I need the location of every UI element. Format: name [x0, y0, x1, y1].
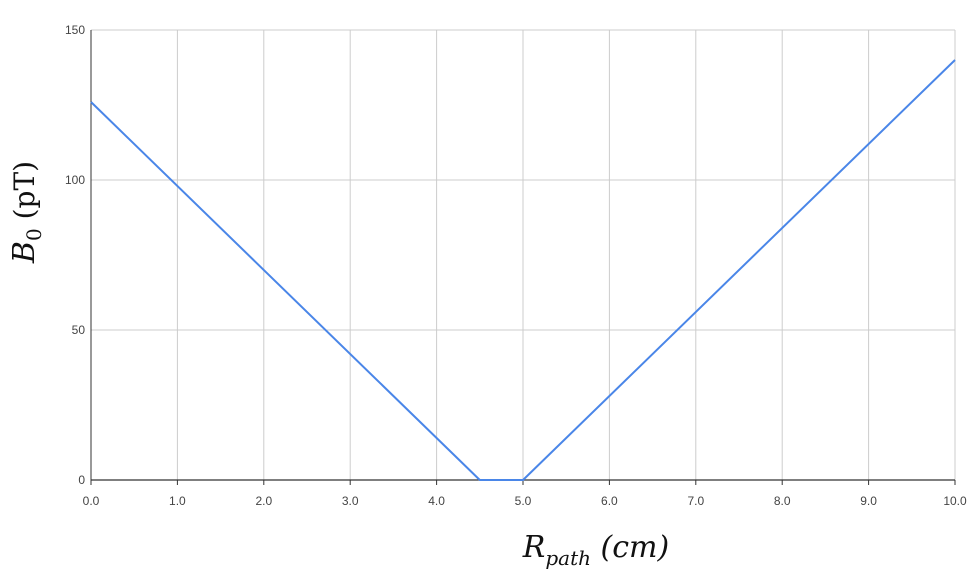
- x-tick-label: 3.0: [342, 494, 359, 508]
- x-tick-label: 8.0: [774, 494, 791, 508]
- x-tick-label: 2.0: [255, 494, 272, 508]
- x-axis-label-sub: path: [545, 546, 591, 570]
- x-tick-label: 5.0: [515, 494, 532, 508]
- y-axis-label-main: B: [7, 241, 42, 264]
- x-tick-label: 10.0: [943, 494, 967, 508]
- y-axis-label: B0 (pT): [7, 161, 46, 264]
- y-tick-label: 0: [78, 473, 85, 487]
- series-line: [90, 59, 956, 481]
- x-axis-label: Rpath (cm): [522, 530, 669, 570]
- x-axis-label-unit: (cm): [591, 530, 669, 565]
- x-tick-label: 7.0: [687, 494, 704, 508]
- y-axis-label-unit: (pT): [8, 161, 41, 228]
- x-tick-label: 1.0: [169, 494, 186, 508]
- series-group: [90, 59, 956, 481]
- x-tick-label: 0.0: [83, 494, 100, 508]
- x-tick-label: 6.0: [601, 494, 618, 508]
- x-tick-label: 4.0: [428, 494, 445, 508]
- x-tick-label: 9.0: [860, 494, 877, 508]
- y-tick-label: 150: [65, 23, 85, 37]
- gridlines: [90, 29, 956, 481]
- tick-labels: 0.0 1.0 2.0 3.0 4.0 5.0 6.0 7.0 8.0 9.0 10.0 0 50 100…: [65, 23, 967, 508]
- y-axis-label-sub: 0: [22, 228, 46, 241]
- y-tick-label: 100: [65, 173, 85, 187]
- y-tick-label: 50: [72, 323, 86, 337]
- x-axis-label-main: R: [522, 530, 546, 565]
